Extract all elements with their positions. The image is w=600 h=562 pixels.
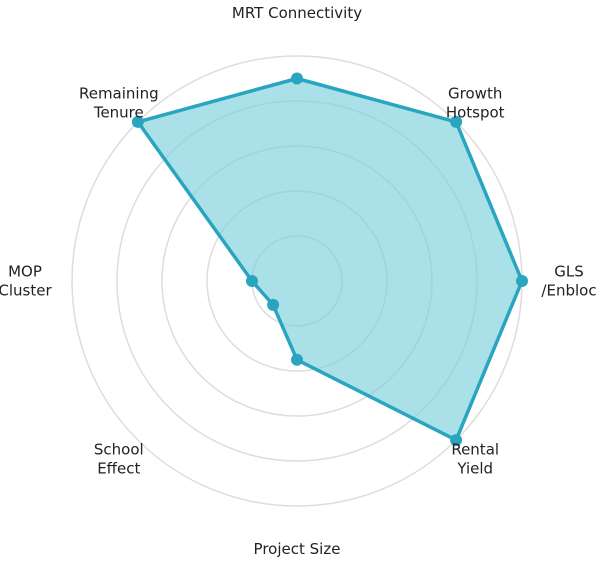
- axis-label-6: School Effect: [94, 440, 144, 477]
- data-point-5: [291, 353, 303, 366]
- data-point-2: [450, 115, 463, 128]
- axis-labels: MRT Connectivity Growth Hotspot GLS/Enbloc R…: [0, 4, 597, 558]
- radar-series: [131, 72, 528, 447]
- data-point-7: [246, 275, 258, 287]
- data-point-6: [267, 298, 280, 311]
- data-point-1: [291, 72, 303, 85]
- axis-label-5: Project Size: [254, 540, 341, 558]
- axis-label-7: MOP Cluster: [0, 262, 52, 299]
- axis-label-2: Growth Hotspot: [446, 84, 505, 121]
- data-point-3: [516, 275, 528, 287]
- data-point-8: [131, 115, 144, 128]
- axis-label-4: Rental Yield: [451, 440, 499, 477]
- axis-label-8: Remaining Tenure: [79, 84, 159, 121]
- series-area: [136, 76, 524, 442]
- data-point-4: [450, 434, 463, 447]
- axis-label-3: GLS/Enbloc: [541, 262, 596, 299]
- axis-label-1: MRT Connectivity: [232, 4, 362, 22]
